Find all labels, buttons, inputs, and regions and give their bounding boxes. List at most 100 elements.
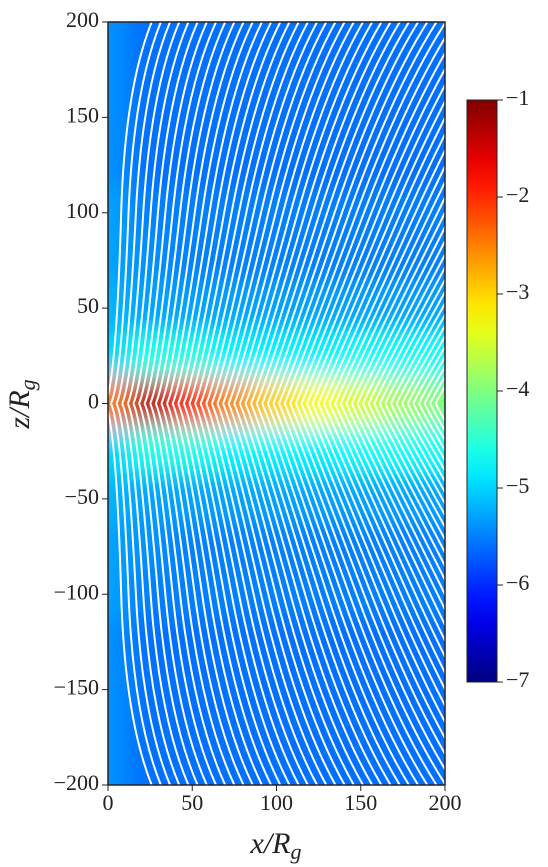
- streamline: [166, 22, 254, 404]
- streamline: [367, 252, 445, 404]
- streamline: [401, 403, 445, 484]
- streamline: [378, 403, 445, 530]
- streamline: [143, 403, 218, 785]
- streamline: [199, 403, 310, 785]
- streamline: [322, 132, 445, 404]
- streamline: [160, 22, 245, 404]
- streamline: [250, 22, 392, 404]
- streamline: [334, 164, 445, 404]
- streamline: [423, 403, 445, 443]
- cell: [108, 760, 131, 785]
- streamline: [199, 22, 310, 404]
- cell: [108, 569, 131, 620]
- streamline: [317, 403, 445, 692]
- streamline: [126, 22, 190, 404]
- streamline: [356, 224, 445, 404]
- y-tick-label: −200: [54, 770, 99, 795]
- streamline: [412, 344, 445, 404]
- streamline: [300, 66, 445, 404]
- streamline: [143, 22, 218, 404]
- streamline: [177, 22, 273, 404]
- cell: [422, 378, 445, 429]
- colorbar-tick-label: −3: [506, 279, 529, 304]
- streamline: [233, 403, 365, 785]
- streamline: [384, 403, 445, 518]
- streamline: [272, 22, 429, 404]
- streamline: [373, 265, 445, 404]
- streamline: [283, 403, 445, 785]
- streamline: [188, 22, 291, 404]
- streamline: [227, 22, 355, 404]
- cell: [338, 712, 383, 763]
- cell: [108, 44, 131, 95]
- cell: [254, 712, 299, 763]
- cell: [380, 140, 425, 190]
- streamline: [115, 22, 172, 404]
- streamline: [188, 403, 291, 785]
- streamline: [367, 403, 445, 555]
- cell: [422, 22, 445, 47]
- streamline: [171, 22, 264, 404]
- streamline: [362, 403, 445, 569]
- cell: [108, 187, 131, 238]
- streamline: [110, 22, 162, 404]
- streamline: [244, 22, 383, 404]
- streamline: [294, 51, 445, 404]
- streamline: [384, 289, 445, 404]
- streamline: [345, 195, 445, 404]
- streamline: [339, 179, 445, 404]
- streamline: [233, 22, 365, 404]
- streamline: [210, 22, 328, 404]
- x-label-main: x/R: [250, 827, 291, 860]
- streamline: [328, 403, 445, 659]
- colorbar-tick-label: −7: [506, 667, 529, 692]
- streamline: [406, 403, 445, 473]
- x-label-sub: g: [290, 839, 301, 864]
- streamline: [255, 403, 401, 785]
- cell: [108, 664, 131, 715]
- streamline: [378, 277, 445, 404]
- streamline: [272, 403, 429, 785]
- streamline: [216, 22, 337, 404]
- streamline: [160, 403, 245, 785]
- streamline: [154, 403, 236, 785]
- streamline: [216, 403, 337, 785]
- cell: [380, 617, 425, 667]
- streamline: [266, 403, 420, 785]
- streamline: [138, 403, 208, 785]
- streamline: [115, 403, 172, 785]
- streamline: [194, 403, 300, 785]
- streamline: [149, 22, 227, 404]
- y-tick-label: 50: [77, 293, 99, 318]
- streamline: [278, 403, 438, 785]
- y-tick-label: 150: [66, 102, 99, 127]
- streamline: [222, 22, 346, 404]
- streamline: [283, 22, 445, 404]
- streamlines: [108, 22, 445, 785]
- x-tick-label: 50: [181, 790, 203, 815]
- y-tick-label: −150: [54, 675, 99, 700]
- streamline: [311, 403, 445, 708]
- cell: [108, 712, 131, 763]
- streamline: [205, 22, 319, 404]
- x-tick-label: 0: [103, 790, 114, 815]
- axes: 0 50 100 150 200 −200 −150 −100 −50 0 50 100 150 200 −…: [54, 7, 530, 815]
- streamline: [205, 403, 319, 785]
- x-axis-label: x/Rg: [250, 827, 302, 864]
- streamline: [345, 403, 445, 612]
- streamline: [222, 403, 346, 785]
- x-tick-label: 200: [429, 790, 462, 815]
- colorbar-tick-label: −6: [506, 570, 529, 595]
- streamline: [238, 22, 374, 404]
- streamline: [423, 364, 445, 404]
- streamline: [401, 323, 445, 404]
- cell: [108, 92, 131, 143]
- streamline: [266, 22, 420, 404]
- streamline: [406, 334, 445, 404]
- streamline: [328, 148, 445, 404]
- streamline: [171, 403, 264, 785]
- streamline: [261, 22, 411, 404]
- streamline: [166, 403, 254, 785]
